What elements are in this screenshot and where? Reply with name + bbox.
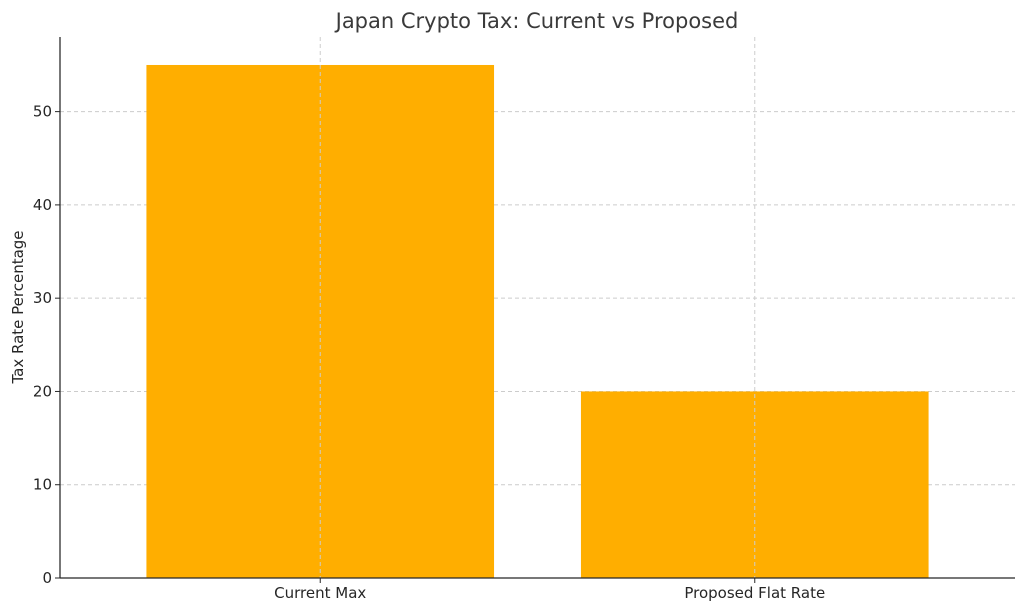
- y-tick-label: 10: [33, 476, 52, 494]
- x-tick-label: Current Max: [274, 584, 366, 602]
- y-ticks: 0 10 20 30 40 50: [33, 103, 60, 587]
- y-tick-label: 50: [33, 103, 52, 121]
- bars: [146, 64, 929, 578]
- y-tick-label: 0: [42, 569, 52, 587]
- y-tick-label: 40: [33, 196, 52, 214]
- gridlines: [60, 111, 1015, 486]
- y-tick-label: 30: [33, 289, 52, 307]
- x-tick-label: Proposed Flat Rate: [684, 584, 825, 602]
- vertical-gridlines: [319, 37, 756, 578]
- y-axis-label: Tax Rate Percentage: [9, 230, 27, 384]
- y-tick-label: 20: [33, 382, 52, 400]
- chart-title: Japan Crypto Tax: Current vs Proposed: [334, 9, 739, 33]
- x-ticks: Current Max Proposed Flat Rate: [274, 578, 825, 602]
